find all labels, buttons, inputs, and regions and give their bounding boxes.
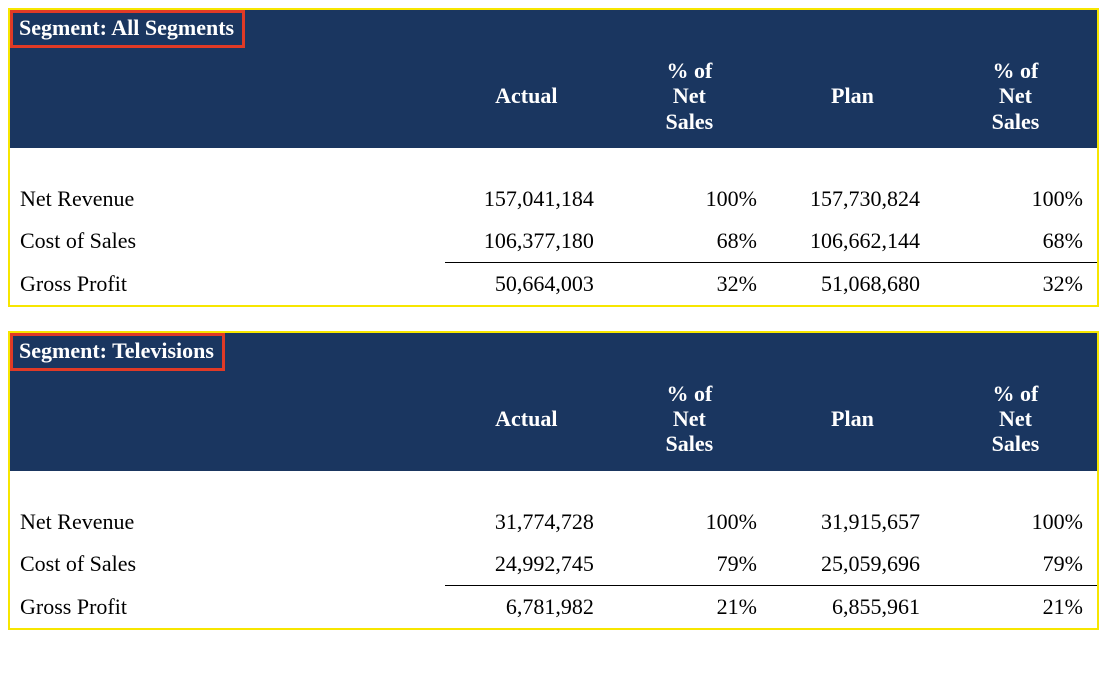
segment-title: Segment: Televisions (10, 333, 225, 371)
cell-plan: 106,662,144 (771, 220, 934, 263)
cell-plan-pct: 68% (934, 220, 1097, 263)
table-row: Net Revenue 157,041,184 100% 157,730,824… (10, 178, 1097, 220)
row-label: Cost of Sales (10, 543, 445, 586)
row-label: Gross Profit (10, 585, 445, 628)
cell-actual: 106,377,180 (445, 220, 608, 263)
column-header-plan-pct: % ofNetSales (934, 48, 1097, 148)
cell-actual-pct: 79% (608, 543, 771, 586)
cell-actual: 31,774,728 (445, 501, 608, 543)
column-header-plan: Plan (771, 48, 934, 148)
segment-title: Segment: All Segments (10, 10, 245, 48)
table-row-total: Gross Profit 6,781,982 21% 6,855,961 21% (10, 585, 1097, 628)
cell-actual: 24,992,745 (445, 543, 608, 586)
column-header-blank (10, 48, 445, 148)
cell-plan-pct: 100% (934, 178, 1097, 220)
table-row: Net Revenue 31,774,728 100% 31,915,657 1… (10, 501, 1097, 543)
row-label: Net Revenue (10, 501, 445, 543)
cell-plan: 25,059,696 (771, 543, 934, 586)
cell-actual: 50,664,003 (445, 262, 608, 305)
cell-actual-pct: 21% (608, 585, 771, 628)
row-label: Net Revenue (10, 178, 445, 220)
cell-actual: 6,781,982 (445, 585, 608, 628)
cell-plan: 6,855,961 (771, 585, 934, 628)
segment-block: Segment: All Segments Actual % ofNetSale… (8, 8, 1099, 307)
segment-table: Segment: Televisions Actual % ofNetSales… (10, 333, 1097, 628)
segment-block: Segment: Televisions Actual % ofNetSales… (8, 331, 1099, 630)
cell-actual-pct: 32% (608, 262, 771, 305)
table-row: Cost of Sales 106,377,180 68% 106,662,14… (10, 220, 1097, 263)
cell-actual: 157,041,184 (445, 178, 608, 220)
column-header-actual: Actual (445, 48, 608, 148)
column-header-actual-pct: % ofNetSales (608, 371, 771, 471)
cell-actual-pct: 100% (608, 178, 771, 220)
table-row-total: Gross Profit 50,664,003 32% 51,068,680 3… (10, 262, 1097, 305)
table-row: Cost of Sales 24,992,745 79% 25,059,696 … (10, 543, 1097, 586)
row-label: Cost of Sales (10, 220, 445, 263)
cell-plan: 31,915,657 (771, 501, 934, 543)
row-label: Gross Profit (10, 262, 445, 305)
cell-plan-pct: 21% (934, 585, 1097, 628)
column-header-actual: Actual (445, 371, 608, 471)
cell-plan: 51,068,680 (771, 262, 934, 305)
cell-actual-pct: 100% (608, 501, 771, 543)
segment-table: Segment: All Segments Actual % ofNetSale… (10, 10, 1097, 305)
cell-plan-pct: 32% (934, 262, 1097, 305)
cell-actual-pct: 68% (608, 220, 771, 263)
column-header-plan-pct: % ofNetSales (934, 371, 1097, 471)
cell-plan-pct: 79% (934, 543, 1097, 586)
cell-plan: 157,730,824 (771, 178, 934, 220)
column-header-plan: Plan (771, 371, 934, 471)
column-header-blank (10, 371, 445, 471)
column-header-actual-pct: % ofNetSales (608, 48, 771, 148)
cell-plan-pct: 100% (934, 501, 1097, 543)
